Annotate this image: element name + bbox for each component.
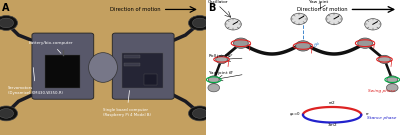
Circle shape [365, 19, 381, 30]
Text: $\pi/2$: $\pi/2$ [328, 99, 336, 106]
FancyBboxPatch shape [112, 33, 174, 99]
Ellipse shape [88, 53, 118, 82]
Text: B: B [208, 3, 215, 13]
Circle shape [326, 13, 342, 25]
Circle shape [192, 18, 207, 28]
Text: Direction of motion: Direction of motion [297, 7, 348, 12]
Bar [45, 55, 80, 88]
Text: Swing phase: Swing phase [368, 89, 396, 93]
Circle shape [358, 38, 372, 48]
Text: Single board computer
(Raspberry Pi 4 Model B): Single board computer (Raspberry Pi 4 Mo… [103, 90, 151, 117]
Circle shape [234, 38, 248, 48]
Circle shape [216, 55, 227, 63]
Text: Stance phase: Stance phase [367, 116, 396, 120]
Text: $3\pi/2$: $3\pi/2$ [327, 121, 337, 128]
Circle shape [208, 84, 220, 92]
Circle shape [0, 106, 18, 121]
Circle shape [0, 109, 14, 118]
Circle shape [188, 16, 211, 30]
Circle shape [225, 19, 241, 30]
Circle shape [386, 84, 398, 92]
Text: Direction of motion: Direction of motion [110, 7, 161, 12]
Text: A: A [2, 3, 10, 13]
Text: Yaw joint $\theta^y$: Yaw joint $\theta^y$ [208, 69, 235, 78]
Circle shape [208, 76, 219, 83]
Circle shape [0, 18, 14, 28]
Circle shape [387, 76, 398, 83]
Circle shape [379, 55, 390, 63]
Circle shape [192, 109, 207, 118]
Bar [124, 55, 140, 58]
Bar [122, 53, 163, 88]
Text: $\pi$: $\pi$ [365, 111, 369, 117]
Text: Oscillator: Oscillator [207, 0, 228, 4]
Circle shape [291, 13, 307, 25]
Bar [144, 74, 156, 85]
Text: $\theta^b$: $\theta^b$ [313, 41, 320, 50]
Text: Servomotors
(Dynamixel XM430-W350-R): Servomotors (Dynamixel XM430-W350-R) [8, 68, 63, 95]
Text: Roll joint $\theta^r$: Roll joint $\theta^r$ [208, 53, 234, 61]
Text: $\varphi_s\!=\!0$: $\varphi_s\!=\!0$ [289, 110, 301, 118]
FancyBboxPatch shape [32, 33, 94, 99]
Bar [124, 63, 140, 66]
Circle shape [188, 106, 211, 121]
Text: Battery/bio-computer: Battery/bio-computer [29, 40, 74, 53]
Text: Yaw joint: Yaw joint [309, 0, 328, 4]
Circle shape [296, 41, 310, 51]
Circle shape [0, 16, 18, 30]
